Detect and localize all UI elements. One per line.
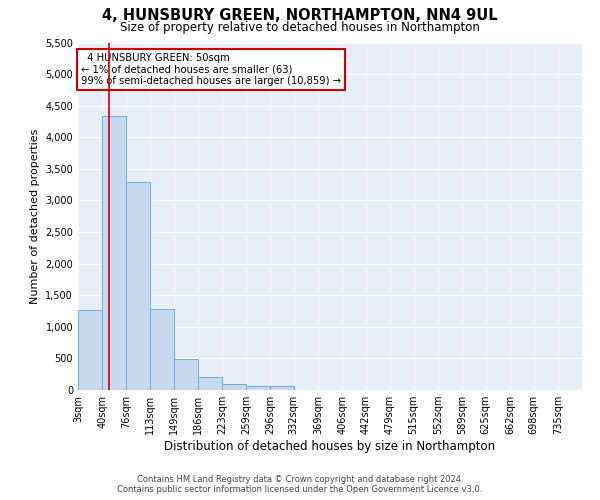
Bar bbox=[150, 309, 175, 390]
Bar bbox=[246, 386, 270, 390]
Text: Size of property relative to detached houses in Northampton: Size of property relative to detached ho… bbox=[120, 21, 480, 34]
Text: 4, HUNSBURY GREEN, NORTHAMPTON, NN4 9UL: 4, HUNSBURY GREEN, NORTHAMPTON, NN4 9UL bbox=[102, 8, 498, 22]
Text: 4 HUNSBURY GREEN: 50sqm  
← 1% of detached houses are smaller (63)
99% of semi-d: 4 HUNSBURY GREEN: 50sqm ← 1% of detached… bbox=[80, 53, 341, 86]
X-axis label: Distribution of detached houses by size in Northampton: Distribution of detached houses by size … bbox=[164, 440, 496, 453]
Bar bbox=[173, 359, 198, 390]
Y-axis label: Number of detached properties: Number of detached properties bbox=[30, 128, 40, 304]
Bar bbox=[198, 376, 222, 390]
Bar bbox=[78, 310, 102, 390]
Bar bbox=[102, 116, 127, 390]
Bar bbox=[222, 384, 247, 390]
Bar bbox=[270, 386, 294, 390]
Bar bbox=[126, 182, 150, 390]
Text: Contains HM Land Registry data © Crown copyright and database right 2024.
Contai: Contains HM Land Registry data © Crown c… bbox=[118, 474, 482, 494]
